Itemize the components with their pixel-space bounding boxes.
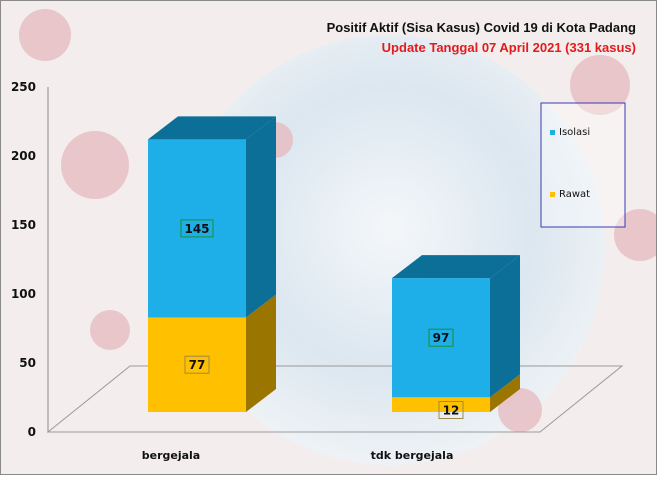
- bar-rawat-bergejala: [148, 317, 246, 412]
- bar-isolasi-bergejala: [148, 139, 246, 318]
- category-label-tdk-bergejala: tdk bergejala: [371, 449, 454, 462]
- legend-swatch-isolasi: [550, 130, 555, 135]
- data-label-box-rawat-bergejala: [184, 355, 210, 374]
- chart-title: Positif Aktif (Sisa Kasus) Covid 19 di K…: [327, 20, 636, 35]
- data-label-isolasi-tdk-bergejala: 97: [433, 331, 450, 345]
- data-label-isolasi-bergejala: 145: [184, 222, 209, 236]
- bar-isolasi-tdk-bergejala: [392, 278, 490, 398]
- y-axis-ticks: 0 50 100 150 200 250: [11, 80, 36, 439]
- y-tick-label: 100: [11, 287, 36, 301]
- y-tick-label: 150: [11, 218, 36, 232]
- legend-box: [540, 102, 626, 228]
- bar-side-rawat-bergejala: [246, 294, 276, 412]
- bar-rawat-tdk-bergejala: [392, 397, 490, 412]
- y-tick-label: 50: [19, 356, 36, 370]
- data-label-box-isolasi-tdk-bergejala: [428, 328, 454, 347]
- data-label-box-isolasi-bergejala: [180, 219, 214, 238]
- bar-top-isolasi-bergejala: [148, 116, 276, 140]
- bar-side-isolasi-bergejala: [246, 116, 276, 318]
- data-label-rawat-tdk-bergejala: 12: [443, 404, 460, 418]
- chart-subtitle: Update Tanggal 07 April 2021 (331 kasus): [382, 40, 636, 55]
- legend-label-isolasi: Isolasi: [559, 127, 590, 138]
- legend-swatch-rawat: [550, 192, 555, 197]
- bar-side-isolasi-tdk-bergejala: [490, 255, 520, 398]
- bars: 77 145 12 97: [148, 116, 520, 419]
- legend-label-rawat: Rawat: [559, 189, 590, 200]
- chart-floor: [46, 365, 624, 433]
- y-tick-label: 200: [11, 149, 36, 163]
- data-label-box-rawat-tdk-bergejala: [438, 401, 464, 419]
- bar-top-isolasi-tdk-bergejala: [392, 255, 520, 279]
- category-label-bergejala: bergejala: [142, 449, 200, 462]
- y-tick-label: 250: [11, 80, 36, 94]
- bar-side-rawat-tdk-bergejala: [490, 374, 520, 412]
- legend: Isolasi Rawat: [540, 102, 626, 228]
- y-tick-label: 0: [28, 425, 36, 439]
- data-label-rawat-bergejala: 77: [189, 358, 206, 372]
